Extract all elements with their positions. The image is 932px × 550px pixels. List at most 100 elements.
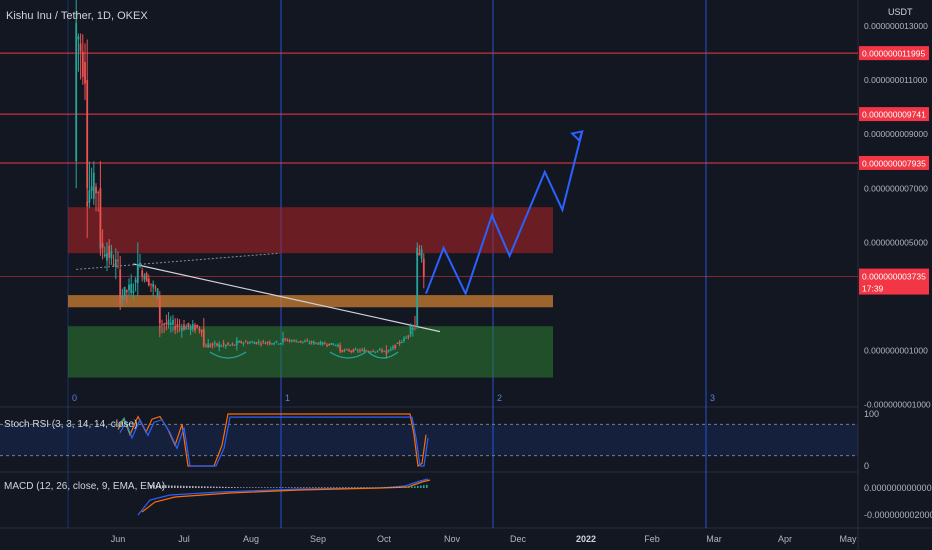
macd-bar xyxy=(243,487,245,488)
macd-bar xyxy=(288,487,290,488)
macd-bar xyxy=(261,487,263,488)
level-price-tag xyxy=(859,46,929,61)
candle-body xyxy=(319,341,322,345)
candle-body xyxy=(372,351,375,353)
candle-body xyxy=(323,343,326,345)
macd-bar xyxy=(351,487,353,488)
candle-body xyxy=(99,188,102,243)
macd-bar xyxy=(165,485,167,488)
candle-body xyxy=(194,325,196,331)
candle-body xyxy=(227,343,229,345)
candle-body xyxy=(288,339,291,341)
rsi-tick-100: 100 xyxy=(864,409,879,419)
candle-body xyxy=(271,343,273,345)
candle-body xyxy=(216,343,218,346)
candle-body xyxy=(90,186,93,192)
candle-body xyxy=(198,328,201,331)
candle-body xyxy=(88,190,91,203)
candle-body xyxy=(312,341,315,344)
macd-bar xyxy=(183,485,185,488)
stoch-rsi-label[interactable]: Stoch RSI (3, 3, 14, 14, close) xyxy=(4,419,138,430)
candle-body xyxy=(191,324,194,330)
candle-body xyxy=(224,344,227,347)
macd-bar xyxy=(420,485,422,488)
candle-body xyxy=(249,342,251,344)
candle-body xyxy=(229,344,232,346)
symbol-title[interactable]: Kishu Inu / Tether, 1D, OKEX xyxy=(6,10,148,22)
macd-bar xyxy=(162,485,164,488)
candle-body xyxy=(264,343,267,345)
candle-body xyxy=(315,342,317,344)
candle-body xyxy=(383,350,386,352)
candle-body xyxy=(183,325,185,330)
candle-body xyxy=(136,263,139,283)
candle-body xyxy=(334,344,337,346)
macd-bar xyxy=(312,487,314,488)
candle-body xyxy=(321,342,324,345)
macd-bar xyxy=(291,487,293,488)
candle-body xyxy=(299,340,302,342)
candle-body xyxy=(326,344,328,346)
macd-bar xyxy=(402,487,404,488)
candle-body xyxy=(310,341,313,343)
candle-body xyxy=(354,349,357,351)
candle-body xyxy=(154,287,157,289)
candle-body xyxy=(308,342,311,344)
macd-bar xyxy=(315,487,317,488)
macd-label[interactable]: MACD (12, 26, close, 9, EMA, EMA) xyxy=(4,481,166,492)
candle-body xyxy=(332,344,335,346)
macd-bar xyxy=(213,486,215,488)
countdown-text: 17:39 xyxy=(862,284,884,294)
macd-bar xyxy=(150,485,152,488)
macd-bar xyxy=(306,487,308,488)
candle-body xyxy=(367,350,370,352)
macd-bar xyxy=(249,487,251,488)
candle-body xyxy=(348,350,350,352)
candle-body xyxy=(220,345,223,347)
macd-bar xyxy=(153,485,155,488)
macd-bar xyxy=(294,487,296,488)
cycle-label: 3 xyxy=(710,393,715,403)
candle-body xyxy=(110,251,113,259)
macd-bar xyxy=(399,487,401,488)
candle-body xyxy=(266,341,269,343)
macd-bar xyxy=(231,487,233,488)
candle-body xyxy=(95,186,97,194)
macd-bar xyxy=(228,486,230,488)
macd-bar xyxy=(168,485,170,488)
macd-bar xyxy=(414,486,416,488)
cycle-label: 2 xyxy=(497,393,502,403)
candle-body xyxy=(409,326,412,335)
macd-bar xyxy=(216,486,218,488)
candle-body xyxy=(414,325,416,327)
candle-body xyxy=(304,341,306,343)
candle-body xyxy=(385,350,388,354)
macd-bar xyxy=(372,487,374,488)
candle-body xyxy=(196,324,199,328)
macd-bar xyxy=(360,487,362,488)
candle-body xyxy=(180,327,183,331)
candle-body xyxy=(392,346,394,349)
candle-body xyxy=(405,337,408,339)
candle-body xyxy=(398,341,401,344)
candle-body xyxy=(84,62,86,84)
candle-body xyxy=(370,351,372,353)
time-tick: Feb xyxy=(644,534,660,544)
candle-body xyxy=(92,172,95,199)
candle-body xyxy=(97,192,100,194)
candle-body xyxy=(150,283,152,285)
candle-body xyxy=(361,349,364,351)
candle-body xyxy=(389,348,392,350)
macd-bar xyxy=(381,487,383,488)
rsi-highlight xyxy=(117,416,131,434)
macd-bar xyxy=(423,485,425,488)
candle-body xyxy=(125,290,128,293)
macd-bar xyxy=(396,487,398,488)
candle-body xyxy=(273,343,276,345)
candle-body xyxy=(200,329,203,333)
candle-body xyxy=(145,273,148,282)
macd-bar xyxy=(189,485,191,488)
time-tick: Aug xyxy=(243,534,259,544)
candle-body xyxy=(165,322,168,325)
